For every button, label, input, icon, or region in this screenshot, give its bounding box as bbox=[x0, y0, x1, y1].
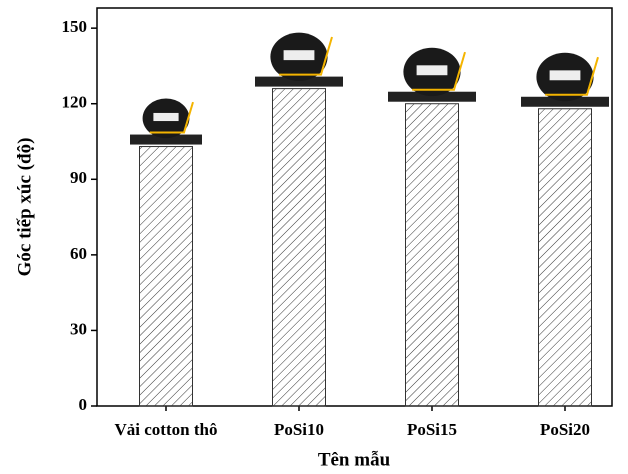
y-tick-label: 90 bbox=[70, 168, 87, 187]
y-axis-label: Góc tiếp xúc (độ) bbox=[14, 138, 35, 277]
bar bbox=[539, 109, 592, 406]
y-tick-label: 150 bbox=[62, 17, 88, 36]
bar bbox=[273, 89, 326, 406]
x-tick-label: PoSi10 bbox=[274, 420, 324, 439]
bar bbox=[140, 147, 193, 406]
x-tick-label: PoSi15 bbox=[407, 420, 457, 439]
droplet-highlight bbox=[417, 65, 448, 75]
y-tick-label: 30 bbox=[70, 319, 87, 338]
droplet-highlight bbox=[550, 70, 581, 80]
x-axis-label: Tên mẫu bbox=[318, 449, 391, 470]
x-tick-label: PoSi20 bbox=[540, 420, 590, 439]
droplet-highlight bbox=[153, 113, 178, 121]
page: Góc tiếp xúc (độ) Tên mẫu 0 30 60 90 120 150 V… bbox=[0, 0, 628, 474]
droplet-highlight bbox=[284, 50, 315, 60]
chart: Góc tiếp xúc (độ) Tên mẫu 0 30 60 90 120 150 V… bbox=[0, 0, 628, 474]
y-tick-label: 0 bbox=[79, 395, 88, 414]
bar bbox=[406, 104, 459, 406]
y-tick-label: 120 bbox=[62, 93, 88, 112]
x-tick-label: Vải cotton thô bbox=[115, 420, 218, 439]
y-tick-label: 60 bbox=[70, 244, 87, 263]
